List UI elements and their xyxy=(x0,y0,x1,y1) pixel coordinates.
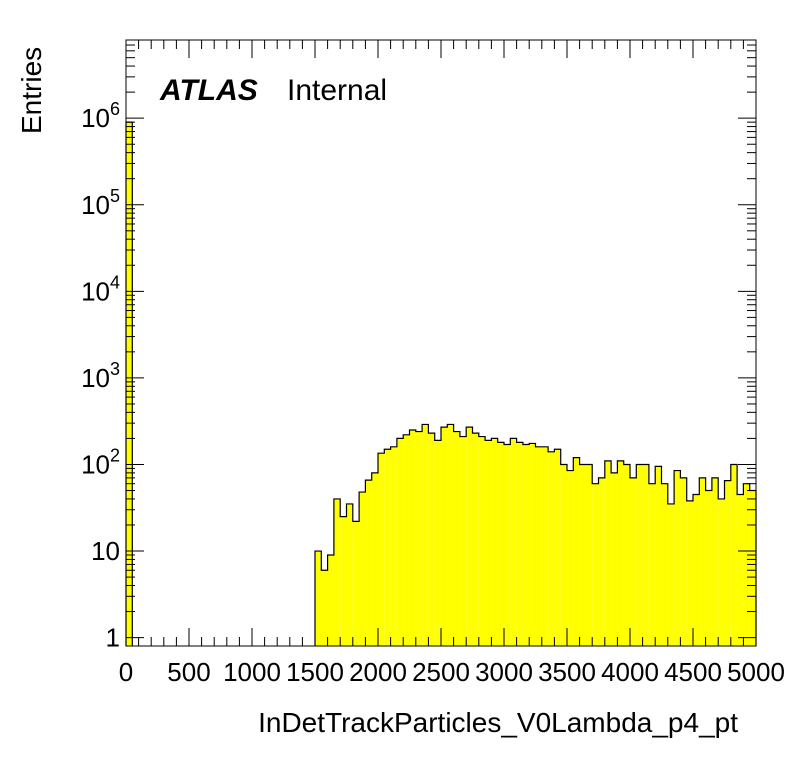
histogram-bar xyxy=(415,431,423,646)
histogram-bar xyxy=(548,451,555,646)
x-tick-labels: 0 500 1000 1500 2000 2500 3000 3500 4000 4500 5000 xyxy=(119,657,785,687)
histogram-bar xyxy=(636,464,643,646)
histogram-bar xyxy=(504,444,511,646)
histogram-bar xyxy=(674,470,681,646)
histogram-bar xyxy=(378,453,385,646)
histogram-bar xyxy=(333,498,341,646)
histogram-bar xyxy=(384,449,391,646)
histogram-bar xyxy=(711,477,719,646)
histogram-bar xyxy=(529,443,536,646)
histogram-bar xyxy=(340,516,347,646)
histogram-bar xyxy=(497,442,504,646)
histogram-bar xyxy=(661,483,668,646)
histogram-bar xyxy=(604,460,612,646)
histogram-bar xyxy=(655,466,662,646)
x-tick-label: 1000 xyxy=(223,657,281,687)
histogram-bar xyxy=(321,570,328,646)
histogram-bar xyxy=(522,444,530,646)
histogram-bar xyxy=(346,503,353,646)
histogram-bar xyxy=(365,480,372,646)
histogram-bar xyxy=(403,434,410,646)
y-tick-label: 106 xyxy=(81,99,120,133)
histogram-bars xyxy=(125,121,757,647)
histogram-bar xyxy=(541,446,549,646)
x-tick-label: 2000 xyxy=(349,657,407,687)
histogram-bar xyxy=(630,477,637,646)
x-tick-label: 3500 xyxy=(538,657,596,687)
histogram-bar xyxy=(327,555,334,646)
x-tick-label: 4500 xyxy=(664,657,722,687)
histogram-bar xyxy=(693,494,700,646)
histogram-bar xyxy=(396,438,404,646)
histogram-bar xyxy=(705,490,712,646)
histogram-bar xyxy=(371,472,378,646)
histogram-bar xyxy=(667,503,675,646)
y-tick-labels: 1 10 102 103 104 105 106 xyxy=(81,99,120,652)
histogram-bar xyxy=(459,436,467,646)
x-tick-label: 5000 xyxy=(727,657,785,687)
histogram-bar xyxy=(718,498,725,646)
histogram-bar xyxy=(585,464,593,646)
histogram-bar xyxy=(466,427,473,646)
histogram-bar xyxy=(724,480,731,646)
histogram-bar xyxy=(730,464,738,646)
histogram-bar xyxy=(485,440,492,646)
histogram-bar xyxy=(409,430,416,646)
x-tick-label: 500 xyxy=(167,657,210,687)
x-tick-label: 4000 xyxy=(601,657,659,687)
histogram-bar xyxy=(422,424,429,646)
histogram-bar xyxy=(579,464,586,646)
histogram-bar xyxy=(680,477,687,646)
histogram-bar xyxy=(453,431,460,646)
histogram-bar xyxy=(510,438,517,646)
histogram-bar xyxy=(567,470,574,646)
histogram-bar xyxy=(648,483,656,646)
histogram-bar xyxy=(315,551,322,646)
x-tick-label: 3000 xyxy=(475,657,533,687)
x-axis-title: InDetTrackParticles_V0Lambda_p4_pt xyxy=(258,707,738,738)
x-tick-label: 1500 xyxy=(286,657,344,687)
histogram-bar xyxy=(535,446,542,646)
y-tick-label: 103 xyxy=(81,359,120,393)
x-tick-label: 0 xyxy=(119,657,133,687)
histogram-bar xyxy=(434,440,441,646)
y-tick-label: 102 xyxy=(81,445,120,479)
histogram-bar xyxy=(516,442,523,646)
internal-label: Internal xyxy=(287,74,387,107)
histogram-bar xyxy=(743,483,750,646)
histogram-bar xyxy=(686,500,693,646)
axis-ticks xyxy=(125,39,757,646)
histogram-bar xyxy=(390,446,397,646)
histogram-bar xyxy=(737,494,744,646)
histogram-bar xyxy=(699,477,706,646)
histogram-bar xyxy=(642,464,649,646)
histogram-bar xyxy=(617,460,624,646)
atlas-label: ATLAS xyxy=(159,74,258,107)
histogram-bar xyxy=(573,457,580,646)
histogram-bar xyxy=(352,521,360,646)
histogram-bar xyxy=(428,433,435,646)
y-tick-label: 10 xyxy=(91,536,120,566)
x-tick-label: 2500 xyxy=(412,657,470,687)
histogram-bar xyxy=(611,472,618,646)
y-tick-label: 105 xyxy=(81,186,120,220)
histogram-bar xyxy=(472,433,479,646)
histogram-bar xyxy=(359,492,366,646)
histogram-bar xyxy=(749,490,756,646)
histogram-bar xyxy=(592,483,599,646)
histogram-bar xyxy=(560,464,567,646)
histogram-bar xyxy=(126,122,133,647)
histogram-bar xyxy=(441,427,448,646)
histogram-bar xyxy=(598,477,605,646)
y-tick-label: 1 xyxy=(106,623,120,653)
histogram-bar xyxy=(554,449,561,646)
histogram-bar xyxy=(491,438,498,646)
histogram-bar xyxy=(623,464,630,646)
y-axis-title: Entries xyxy=(16,47,47,134)
histogram-bar xyxy=(478,436,486,646)
histogram-bar xyxy=(447,424,454,646)
y-tick-label: 104 xyxy=(81,272,120,306)
